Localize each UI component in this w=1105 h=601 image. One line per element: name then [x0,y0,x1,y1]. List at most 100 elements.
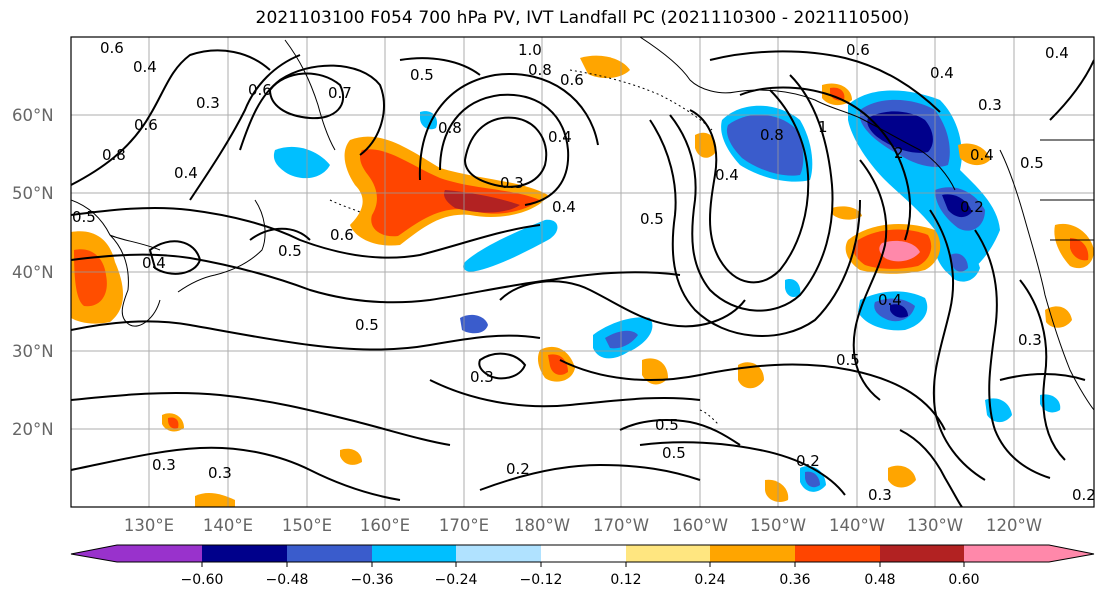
lon-label: 160°W [672,516,728,535]
shade-s-blue2 [805,471,820,488]
colorbar-seg [202,545,287,562]
clabel: 0.4 [142,254,166,272]
contour-32 [399,57,481,76]
coast-namerica [999,149,1094,411]
clabel: 2 [894,144,904,162]
shade-bc-navy2 [942,194,972,218]
contour-8 [71,206,541,259]
colorbar-seg [287,545,372,562]
graticule [71,37,1094,507]
shade-nwpac-blue1 [273,146,330,179]
colorbar-tick: 0.60 [948,572,979,588]
shade-midpac-orange2 [642,358,668,385]
coast-asia [71,199,161,327]
contour-1 [71,49,271,186]
latitude-labels: 60°N 50°N 40°N 30°N 20°N [12,106,54,439]
lat-label: 20°N [12,420,54,439]
contour-13 [669,74,834,312]
contour-12 [689,89,810,284]
clabel: 0.3 [978,96,1002,114]
longitude-labels: 130°E 140°E 150°E 160°E 170°E 180°W 170°… [124,516,1042,535]
coast-border [1040,139,1094,241]
coast-hawaii [699,409,719,425]
contour-4 [189,54,301,201]
shade-nwpac-blue2 [463,219,558,272]
lat-label: 50°N [12,184,54,203]
clabel: 0.5 [662,444,686,462]
lon-label: 170°E [439,516,489,535]
colorbar-seg [71,545,202,562]
contour-5 [463,116,548,188]
contour-31 [1049,59,1094,121]
colorbar-tick: −0.24 [435,572,478,588]
clabel: 0.3 [470,368,494,386]
clabel: 0.4 [552,198,576,216]
clabel: 0.3 [868,486,892,504]
contour-24 [71,446,401,501]
lon-label: 180°W [514,516,570,535]
shade-epac-blue4 [950,253,968,272]
lon-label: 130°E [124,516,174,535]
contour-10 [71,320,541,351]
colorbar-seg [964,545,1094,562]
clabel: 0.4 [930,64,954,82]
lon-label: 150°E [282,516,332,535]
contour-15 [739,86,912,241]
contour-6 [439,93,570,206]
contour-17 [852,159,888,401]
coast-kurils [329,199,361,213]
clabel: 0.4 [548,128,572,146]
map-title: 2021103100 F054 700 hPa PV, IVT Landfall… [255,8,910,28]
contour-30 [478,352,527,380]
clabel: 0.3 [152,456,176,474]
clabel: 0.2 [796,452,820,470]
ivt-pc-shading [71,55,1094,507]
contour-25 [479,463,701,491]
coastlines [71,37,1094,425]
clabel: 0.8 [102,146,126,164]
clabel: 1 [818,118,828,136]
contour-22 [429,379,701,408]
contour-labels: 0.6 0.4 0.3 0.6 0.7 0.5 0.6 0.8 0.8 0.5 … [72,39,1096,504]
shade-midpac-red [548,354,568,375]
colorbar-tick: 0.12 [610,572,641,588]
shade-s-orange6 [195,493,235,507]
clabel: 0.5 [655,416,679,434]
shade-bering-orange [580,55,630,79]
clabel: 0.4 [133,58,157,76]
clabel: 0.7 [328,84,352,102]
shade-goa-blue [726,114,804,176]
map-frame [70,36,1095,508]
shade-epac-navy [890,304,908,318]
clabel: 0.5 [72,208,96,226]
contour-16 [709,50,941,113]
contour-29 [999,373,1086,381]
shade-s-blue4 [785,279,801,298]
clabel: 0.6 [134,116,158,134]
colorbar-seg [541,545,626,562]
colorbar-tick: 0.48 [864,572,895,588]
colorbar-tick: 0.24 [694,572,725,588]
shade-bc-orange [958,143,990,166]
lon-label: 140°W [829,516,885,535]
contour-9 [71,253,681,304]
clabel: 0.4 [970,146,994,164]
contour-2 [268,72,345,120]
shade-nwpac-darkred [444,190,520,213]
contour-34 [148,240,202,275]
lon-label: 130°W [907,516,963,535]
colorbar-seg [626,545,710,562]
clabel: 0.4 [715,166,739,184]
clabel: 0.6 [846,41,870,59]
clabel: 0.2 [506,460,530,478]
clabel: 0.6 [560,71,584,89]
clabel: 0.5 [1020,154,1044,172]
contour-23 [71,391,451,446]
clabel: 0.4 [174,164,198,182]
lon-label: 150°W [750,516,806,535]
contour-18 [929,209,986,481]
clabel: 0.2 [1072,486,1096,504]
coast-alaska [639,37,956,191]
contour-14 [649,119,861,337]
clabel: 0.8 [528,61,552,79]
